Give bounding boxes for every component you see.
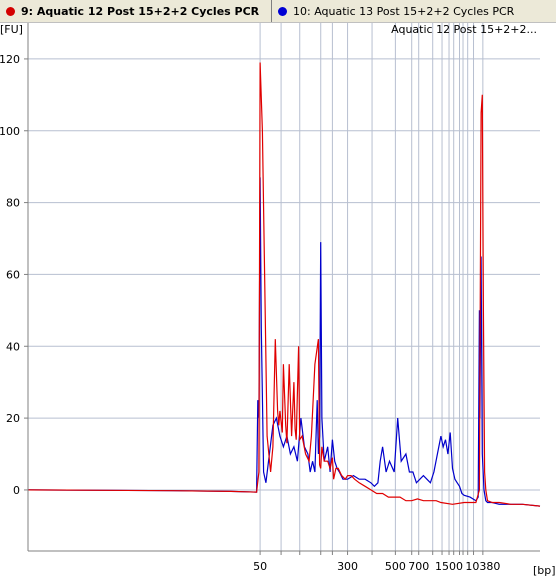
y-axis-label: [FU] (0, 23, 23, 36)
x-tick-labels: 50 300 500 700 1500 10380 (253, 551, 500, 573)
x-tick-label: 700 (408, 560, 429, 573)
x-axis-label: [bp] (533, 564, 556, 577)
y-tick-label: 40 (6, 340, 20, 353)
legend-text: Aquatic 12 Post 15+2+2... (391, 23, 537, 36)
y-tick-labels: 0 20 40 60 80 100 120 (0, 53, 28, 497)
red-dot-icon (6, 6, 15, 16)
x-tick-label: 300 (337, 560, 358, 573)
y-tick-label: 120 (0, 53, 20, 66)
y-tick-label: 20 (6, 412, 20, 425)
sample-tab-bar: 9: Aquatic 12 Post 15+2+2 Cycles PCR 10:… (0, 0, 556, 23)
y-tick-label: 0 (13, 484, 20, 497)
series-group (27, 62, 541, 507)
y-tick-label: 100 (0, 125, 20, 138)
x-tick-label: 1500 (435, 560, 463, 573)
y-tick-label: 80 (6, 197, 20, 210)
plot-area (28, 23, 540, 551)
blue-dot-icon (278, 6, 287, 16)
x-tick-label: 10380 (465, 560, 500, 573)
electropherogram-chart[interactable]: 0 20 40 60 80 100 120 50 300 500 700 1500 10380 [FU… (0, 23, 556, 586)
tab-sample-10[interactable]: 10: Aquatic 13 Post 15+2+2 Cycles PCR (272, 0, 556, 22)
tab-sample-9-label: 9: Aquatic 12 Post 15+2+2 Cycles PCR (21, 4, 260, 18)
series-line (27, 177, 541, 507)
x-tick-label: 50 (253, 560, 267, 573)
tab-sample-9[interactable]: 9: Aquatic 12 Post 15+2+2 Cycles PCR (0, 0, 272, 22)
tab-sample-10-label: 10: Aquatic 13 Post 15+2+2 Cycles PCR (293, 4, 515, 18)
y-tick-label: 60 (6, 268, 20, 281)
series-line (27, 62, 541, 507)
x-tick-label: 500 (385, 560, 406, 573)
